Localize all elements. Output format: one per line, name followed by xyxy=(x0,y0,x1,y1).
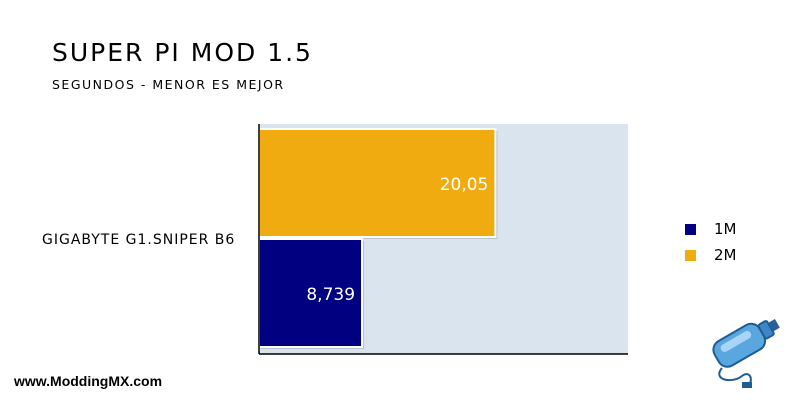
legend-swatch-1m xyxy=(685,223,696,235)
data-label-1m: 8,739 xyxy=(306,285,355,305)
usb-bottle-icon xyxy=(712,318,780,388)
legend-item-2m: 2M xyxy=(685,244,737,266)
chart-title: SUPER PI MOD 1.5 xyxy=(52,38,313,67)
bar-2m xyxy=(258,128,497,238)
category-label: GIGABYTE G1.SNIPER B6 xyxy=(42,232,236,248)
site-url: www.ModdingMX.com xyxy=(14,373,163,389)
chart-legend: 1M 2M xyxy=(685,218,737,270)
data-label-2m: 20,05 xyxy=(440,175,489,195)
legend-swatch-2m xyxy=(685,249,696,261)
legend-item-1m: 1M xyxy=(685,218,737,240)
chart-subtitle: SEGUNDOS - MENOR ES MEJOR xyxy=(52,77,285,92)
legend-label-1m: 1M xyxy=(714,220,737,238)
legend-label-2m: 2M xyxy=(714,246,737,264)
